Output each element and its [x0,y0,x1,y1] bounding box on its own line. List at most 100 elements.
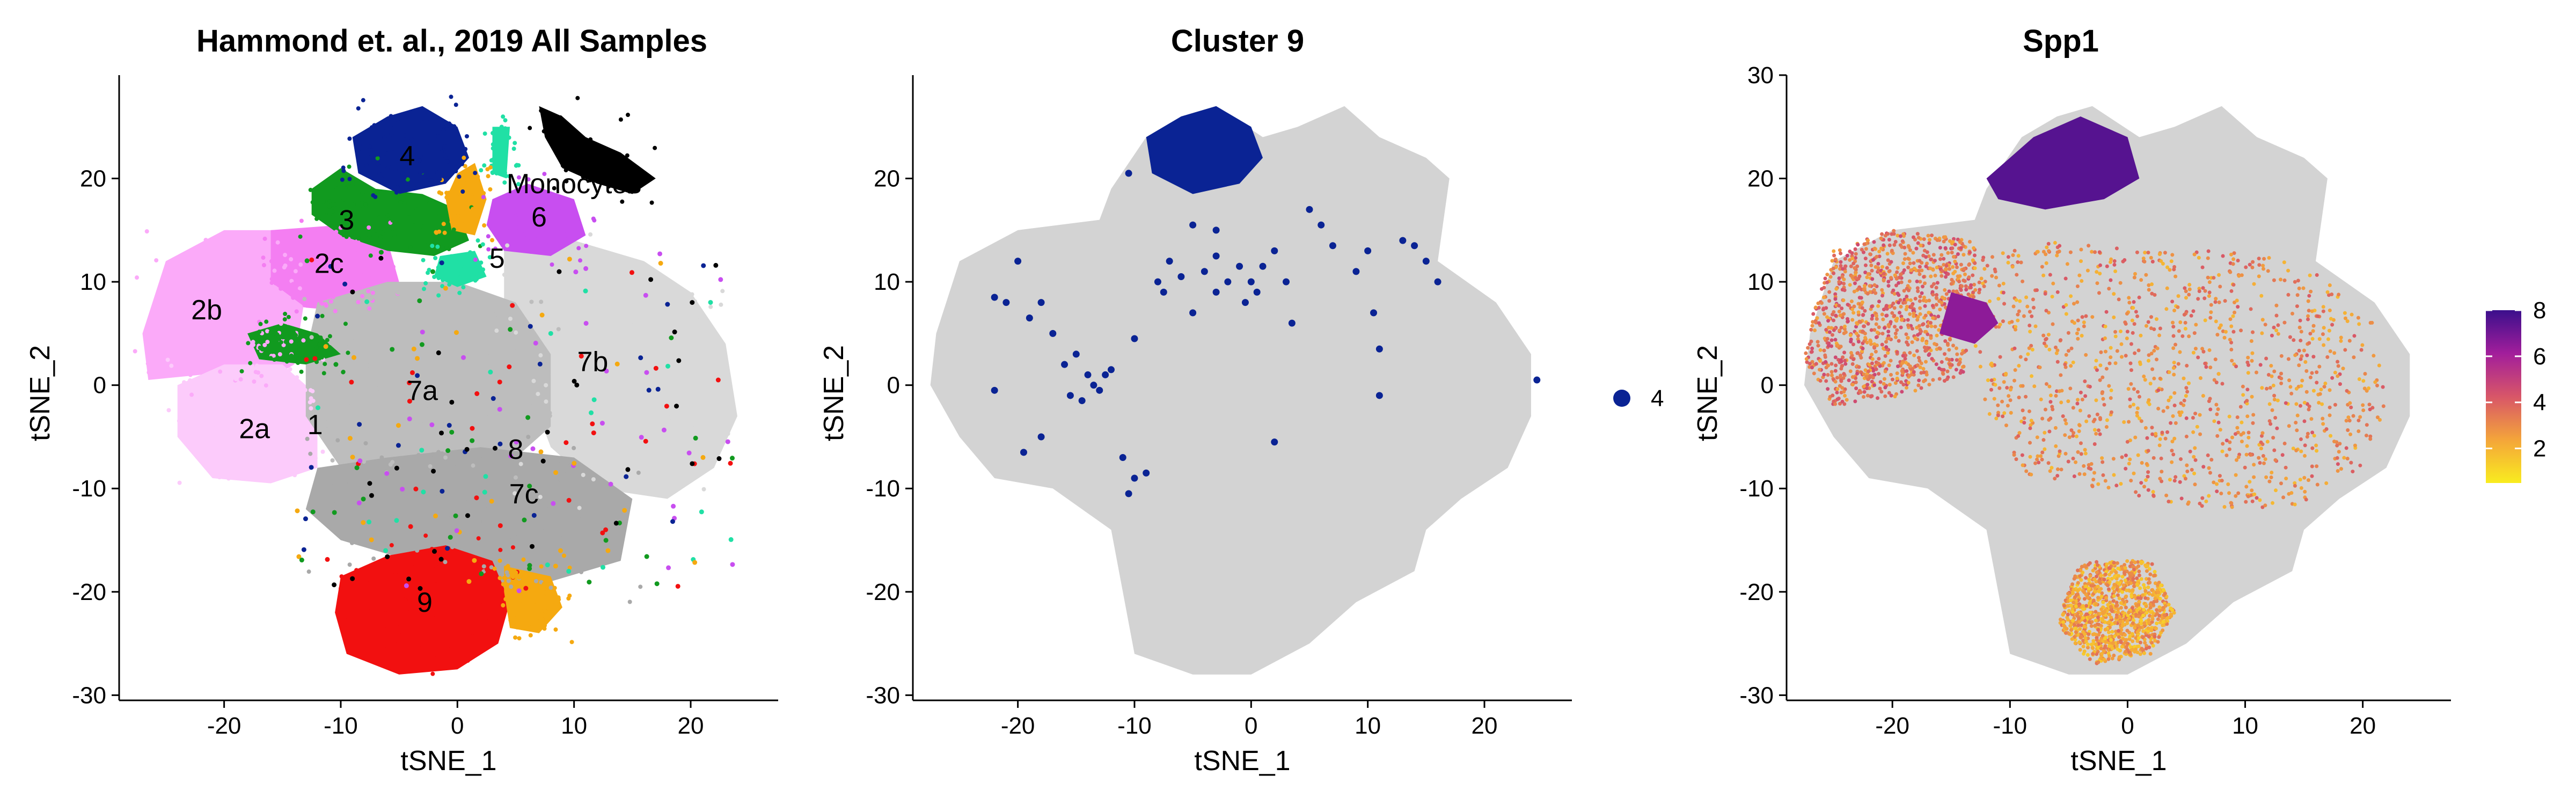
expression-point [2171,414,2175,418]
expression-point [2125,330,2129,334]
expression-point [1962,253,1966,257]
expression-point [1839,345,1843,349]
expression-point [2065,627,2069,631]
expression-point [1917,324,1921,328]
expression-point [1893,325,1897,329]
expression-point [1909,268,1913,273]
expression-point [1863,257,1868,261]
data-point [457,222,462,227]
background-region [1804,106,2410,675]
expression-point [2076,318,2080,323]
expression-point [1866,272,1870,276]
expression-point [2109,616,2113,620]
expression-point [2231,257,2236,261]
expression-point [1934,296,1938,300]
data-point [480,580,485,585]
expression-point [1916,241,1920,245]
expression-point [1908,350,1912,355]
expression-point [2145,643,2149,648]
expression-point [2098,263,2103,267]
expression-point [1856,287,1860,291]
expression-point [2226,482,2230,486]
data-point [621,159,626,164]
data-point [265,340,270,345]
expression-point [1877,356,1881,361]
expression-point [2182,398,2186,402]
expression-point [1863,284,1867,288]
data-point [596,384,601,389]
expression-point [2135,250,2139,254]
expression-point [1889,320,1893,324]
data-point [360,294,365,298]
data-point [517,372,522,377]
expression-point [2131,621,2135,625]
expression-point [2282,441,2287,445]
data-point [469,178,473,182]
expression-point [1912,314,1916,318]
expression-point [2329,317,2333,321]
data-point [283,408,288,413]
expression-point [1869,328,1874,332]
expression-point [2112,292,2116,296]
data-point [552,186,557,191]
expression-point [2136,348,2141,353]
expression-point [1973,344,1978,348]
expression-point [2345,457,2350,461]
expression-point [2088,601,2092,605]
expression-point [2311,389,2316,393]
data-point [288,367,292,372]
data-point [435,505,440,510]
data-point [453,513,458,518]
expression-point [1931,268,1935,272]
expression-point [2096,633,2101,637]
expression-point [2245,444,2249,448]
expression-point [2158,477,2162,481]
expression-point [2262,461,2266,465]
expression-point [1905,385,1909,390]
expression-point [2214,402,2219,407]
expression-point [2348,432,2353,436]
data-point [728,460,733,466]
expression-point [2174,342,2178,347]
expression-point [2269,475,2273,480]
expression-point [1824,327,1828,332]
expression-point [1923,304,1927,308]
data-point [288,450,293,455]
data-point [195,327,200,332]
expression-point [2207,294,2211,298]
data-point [309,335,314,340]
expression-point [2112,561,2116,565]
expression-point [2352,334,2357,338]
expression-point [2207,280,2212,284]
data-point [556,595,561,600]
expression-point [1880,232,1884,236]
data-point [569,640,574,645]
data-point [549,606,554,611]
expression-point [1896,233,1900,238]
expression-point [2336,462,2340,466]
expression-point [2184,296,2188,300]
expression-point [2103,627,2107,632]
expression-point [1915,349,1919,353]
data-point [367,306,372,311]
expression-point [2320,402,2324,406]
data-point [491,631,495,635]
expression-point [1890,248,1894,253]
expression-point [1865,275,1869,280]
data-point [635,187,640,192]
data-point [437,628,442,633]
highlight-point [991,294,998,301]
expression-point [1846,303,1850,307]
expression-point [2031,305,2036,310]
expression-point [1928,320,1933,325]
expression-point [2171,452,2176,457]
expression-point [2084,419,2089,423]
expression-point [2153,634,2157,639]
expression-point [2310,474,2314,478]
data-point [407,215,412,219]
data-point [259,283,264,288]
data-point [507,135,511,140]
expression-point [2088,610,2092,614]
expression-point [2200,504,2204,508]
expression-point [1972,246,1976,250]
